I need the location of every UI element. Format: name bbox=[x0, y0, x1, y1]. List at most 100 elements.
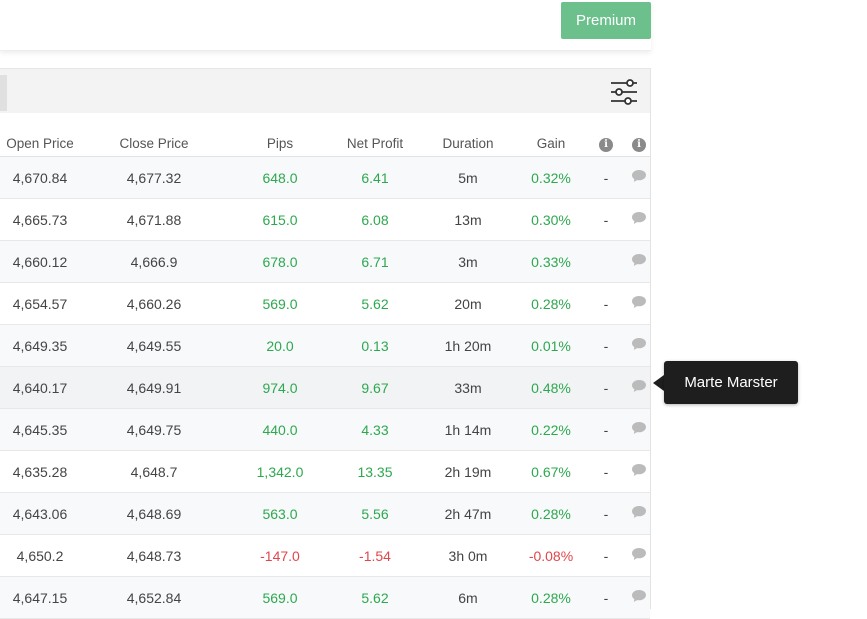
close-price: 4,660.26 bbox=[80, 282, 228, 325]
net-profit: 0.13 bbox=[332, 324, 418, 367]
col-duration[interactable]: Duration bbox=[418, 131, 518, 157]
open-price: 4,660.12 bbox=[0, 240, 80, 283]
duration: 3m bbox=[418, 240, 518, 283]
open-price: 4,640.17 bbox=[0, 366, 80, 409]
duration: 3h 0m bbox=[418, 534, 518, 577]
comment-cell bbox=[628, 324, 650, 367]
table-row[interactable]: 4,650.2 4,648.73 -147.0 -1.54 3h 0m -0.08% - bbox=[0, 534, 650, 577]
table-body: 4,670.84 4,677.32 648.0 6.41 5m 0.32% -4,665.7… bbox=[0, 156, 650, 619]
table-row[interactable]: 4,643.06 4,648.69 563.0 5.56 2h 47m 0.28% - bbox=[0, 492, 650, 535]
table-row[interactable]: 4,645.35 4,649.75 440.0 4.33 1h 14m 0.22% - bbox=[0, 408, 650, 451]
comment-icon[interactable] bbox=[631, 337, 647, 354]
pips: 615.0 bbox=[228, 198, 332, 241]
table-row[interactable]: 4,640.17 4,649.91 974.0 9.67 33m 0.48% - bbox=[0, 366, 650, 409]
comment-cell bbox=[628, 240, 650, 283]
info-icon[interactable]: i bbox=[632, 138, 646, 152]
gain: 0.22% bbox=[518, 408, 584, 451]
col-net-profit[interactable]: Net Profit bbox=[332, 131, 418, 157]
gain: 0.30% bbox=[518, 198, 584, 241]
col-close-price[interactable]: Close Price bbox=[80, 131, 228, 157]
gain: 0.28% bbox=[518, 576, 584, 619]
table-row[interactable]: 4,660.12 4,666.9 678.0 6.71 3m 0.33% bbox=[0, 240, 650, 283]
open-price: 4,649.35 bbox=[0, 324, 80, 367]
table-row[interactable]: 4,647.15 4,652.84 569.0 5.62 6m 0.28% - bbox=[0, 576, 650, 619]
duration: 1h 14m bbox=[418, 408, 518, 451]
comment-cell bbox=[628, 366, 650, 409]
comment-icon[interactable] bbox=[631, 547, 647, 564]
comment-cell bbox=[628, 408, 650, 451]
comment-icon[interactable] bbox=[631, 421, 647, 438]
pips: -147.0 bbox=[228, 534, 332, 577]
open-price: 4,643.06 bbox=[0, 492, 80, 535]
gain: -0.08% bbox=[518, 534, 584, 577]
sliders-icon[interactable] bbox=[609, 78, 639, 106]
close-price: 4,649.55 bbox=[80, 324, 228, 367]
duration: 5m bbox=[418, 156, 518, 199]
net-profit: -1.54 bbox=[332, 534, 418, 577]
net-profit: 13.35 bbox=[332, 450, 418, 493]
gain: 0.28% bbox=[518, 492, 584, 535]
gain: 0.67% bbox=[518, 450, 584, 493]
close-price: 4,652.84 bbox=[80, 576, 228, 619]
trades-panel: Open Price Close Price Pips Net Profit D… bbox=[0, 68, 651, 619]
extra-value: - bbox=[584, 156, 628, 199]
duration: 20m bbox=[418, 282, 518, 325]
table-header-row: Open Price Close Price Pips Net Profit D… bbox=[0, 131, 650, 157]
comment-icon[interactable] bbox=[631, 253, 647, 270]
table-row[interactable]: 4,654.57 4,660.26 569.0 5.62 20m 0.28% - bbox=[0, 282, 650, 325]
col-pips[interactable]: Pips bbox=[228, 131, 332, 157]
trades-table: Open Price Close Price Pips Net Profit D… bbox=[0, 131, 650, 619]
net-profit: 4.33 bbox=[332, 408, 418, 451]
extra-value: - bbox=[584, 324, 628, 367]
extra-value: - bbox=[584, 492, 628, 535]
close-price: 4,648.7 bbox=[80, 450, 228, 493]
net-profit: 5.62 bbox=[332, 576, 418, 619]
comment-icon[interactable] bbox=[631, 379, 647, 396]
net-profit: 5.56 bbox=[332, 492, 418, 535]
col-gain[interactable]: Gain bbox=[518, 131, 584, 157]
close-price: 4,649.75 bbox=[80, 408, 228, 451]
comment-icon[interactable] bbox=[631, 295, 647, 312]
duration: 6m bbox=[418, 576, 518, 619]
table-row[interactable]: 4,665.73 4,671.88 615.0 6.08 13m 0.30% - bbox=[0, 198, 650, 241]
extra-value: - bbox=[584, 534, 628, 577]
col-open-price[interactable]: Open Price bbox=[0, 131, 80, 157]
gain: 0.33% bbox=[518, 240, 584, 283]
close-price: 4,648.69 bbox=[80, 492, 228, 535]
table-row[interactable]: 4,635.28 4,648.7 1,342.0 13.35 2h 19m 0.67% - bbox=[0, 450, 650, 493]
comment-icon[interactable] bbox=[631, 505, 647, 522]
duration: 13m bbox=[418, 198, 518, 241]
duration: 33m bbox=[418, 366, 518, 409]
pips: 563.0 bbox=[228, 492, 332, 535]
pips: 569.0 bbox=[228, 576, 332, 619]
pips: 440.0 bbox=[228, 408, 332, 451]
pips: 569.0 bbox=[228, 282, 332, 325]
info-icon[interactable]: i bbox=[599, 138, 613, 152]
table-row[interactable]: 4,670.84 4,677.32 648.0 6.41 5m 0.32% - bbox=[0, 156, 650, 199]
pips: 1,342.0 bbox=[228, 450, 332, 493]
open-price: 4,650.2 bbox=[0, 534, 80, 577]
comment-icon[interactable] bbox=[631, 589, 647, 606]
comment-cell bbox=[628, 450, 650, 493]
open-price: 4,635.28 bbox=[0, 450, 80, 493]
gain: 0.48% bbox=[518, 366, 584, 409]
open-price: 4,665.73 bbox=[0, 198, 80, 241]
gain: 0.32% bbox=[518, 156, 584, 199]
premium-button[interactable]: Premium bbox=[561, 2, 651, 39]
extra-value: - bbox=[584, 198, 628, 241]
pips: 648.0 bbox=[228, 156, 332, 199]
comment-icon[interactable] bbox=[631, 211, 647, 228]
net-profit: 6.08 bbox=[332, 198, 418, 241]
comment-cell bbox=[628, 282, 650, 325]
extra-value: - bbox=[584, 282, 628, 325]
table-row[interactable]: 4,649.35 4,649.55 20.0 0.13 1h 20m 0.01% - bbox=[0, 324, 650, 367]
comment-cell bbox=[628, 492, 650, 535]
duration: 2h 47m bbox=[418, 492, 518, 535]
col-info-2: i bbox=[628, 131, 650, 157]
comment-icon[interactable] bbox=[631, 169, 647, 186]
comment-icon[interactable] bbox=[631, 463, 647, 480]
comment-cell bbox=[628, 156, 650, 199]
header-tab[interactable] bbox=[0, 75, 7, 111]
comment-cell bbox=[628, 534, 650, 577]
duration: 1h 20m bbox=[418, 324, 518, 367]
